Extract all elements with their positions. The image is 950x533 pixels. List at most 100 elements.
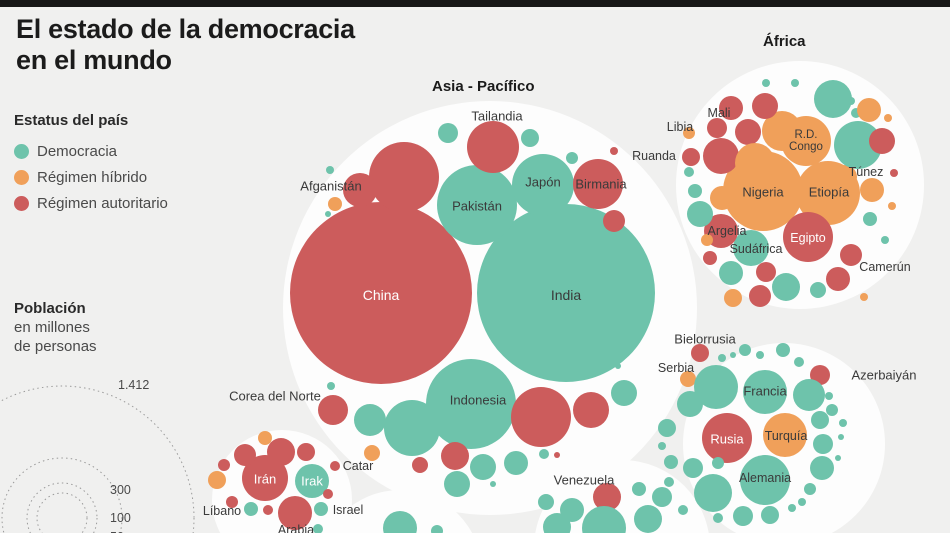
- bubble-corea-del-norte[interactable]: [318, 395, 348, 425]
- bubble-af-orange-5[interactable]: [724, 289, 742, 307]
- bubble-eu-tiny-7[interactable]: [838, 434, 844, 440]
- bubble-eu-tiny-4[interactable]: [794, 357, 804, 367]
- bubble-ap-tiny-2[interactable]: [325, 211, 331, 217]
- bubble-mo-red-5[interactable]: [226, 496, 238, 508]
- bubble-mo-orange-2[interactable]: [208, 471, 226, 489]
- bubble-af-tiny-8[interactable]: [881, 236, 889, 244]
- bubble-mo-red-6[interactable]: [263, 505, 273, 515]
- bubble-libano[interactable]: [244, 502, 258, 516]
- bubble-ap-small-4[interactable]: [603, 210, 625, 232]
- bubble-ap-tiny-3[interactable]: [610, 147, 618, 155]
- bubble-mo-teal-1[interactable]: [313, 524, 323, 533]
- bubble-af-orange-6[interactable]: [857, 98, 881, 122]
- bubble-af-red-8[interactable]: [719, 96, 743, 120]
- bubble-ap-small-6[interactable]: [573, 392, 609, 428]
- bubble-turquia[interactable]: [763, 413, 807, 457]
- bubble-af-orange-1[interactable]: [762, 111, 802, 151]
- bubble-ap-tiny-5[interactable]: [539, 449, 549, 459]
- bubble-eu-small-5[interactable]: [813, 434, 833, 454]
- bubble-af-orange-4[interactable]: [701, 234, 713, 246]
- bubble-eu-small-7[interactable]: [804, 483, 816, 495]
- bubble-tunez[interactable]: [833, 165, 857, 189]
- bubble-ap-small-2[interactable]: [521, 129, 539, 147]
- bubble-eu-tiny-11[interactable]: [664, 477, 674, 487]
- bubble-af-orange-2[interactable]: [735, 143, 775, 183]
- bubble-ap-orange-1[interactable]: [328, 197, 342, 211]
- bubble-ap-tiny-1[interactable]: [326, 166, 334, 174]
- bubble-pakistan[interactable]: [437, 165, 517, 245]
- bubble-af-teal-2[interactable]: [688, 184, 702, 198]
- bubble-francia[interactable]: [743, 370, 787, 414]
- bubble-eu-small-4[interactable]: [811, 411, 829, 429]
- bubble-af-tiny-2[interactable]: [791, 79, 799, 87]
- bubble-eu-small-1[interactable]: [739, 344, 751, 356]
- bubble-ap-small-11[interactable]: [504, 451, 528, 475]
- bubble-mo-red-4[interactable]: [297, 443, 315, 461]
- bubble-am-teal-4[interactable]: [543, 513, 571, 533]
- bubble-ap-small-8[interactable]: [412, 457, 428, 473]
- bubble-sudafrica[interactable]: [733, 230, 769, 266]
- bubble-eu-tiny-5[interactable]: [825, 392, 833, 400]
- bubble-ap-small-12[interactable]: [444, 471, 470, 497]
- bubble-eu-tiny-9[interactable]: [798, 498, 806, 506]
- bubble-eu-tiny-1[interactable]: [718, 354, 726, 362]
- bubble-serbia[interactable]: [680, 371, 696, 387]
- bubble-af-orange-7[interactable]: [860, 178, 884, 202]
- bubble-catar[interactable]: [330, 461, 340, 471]
- bubble-am-small-2[interactable]: [632, 482, 646, 496]
- bubble-irak[interactable]: [295, 464, 329, 498]
- bubble-egipto[interactable]: [783, 212, 833, 262]
- bubble-mo-orange-1[interactable]: [258, 431, 272, 445]
- bubble-eu-teal-1[interactable]: [694, 365, 738, 409]
- bubble-eu-tiny-2[interactable]: [730, 352, 736, 358]
- bubble-eu-small-10[interactable]: [664, 455, 678, 469]
- bubble-mo-red-1[interactable]: [234, 444, 256, 466]
- bubble-eu-tiny-8[interactable]: [835, 455, 841, 461]
- bubble-am-teal-1[interactable]: [560, 498, 584, 522]
- bubble-japon[interactable]: [512, 154, 574, 216]
- bubble-ap-small-5[interactable]: [354, 404, 386, 436]
- bubble-mo-red-7[interactable]: [323, 489, 333, 499]
- bubble-am-teal-2[interactable]: [582, 506, 626, 533]
- bubble-rusia[interactable]: [702, 413, 752, 463]
- bubble-indonesia[interactable]: [426, 359, 516, 449]
- bubble-af-red-1[interactable]: [735, 119, 761, 145]
- bubble-af-teal-8[interactable]: [834, 121, 882, 169]
- bubble-eu-small-9[interactable]: [658, 419, 676, 437]
- bubble-birmania[interactable]: [573, 159, 623, 209]
- bubble-eu-small-11[interactable]: [683, 458, 703, 478]
- bubble-ap-orange-2[interactable]: [364, 445, 380, 461]
- bubble-eu-tiny-10[interactable]: [658, 442, 666, 450]
- bubble-am-teal-3[interactable]: [634, 505, 662, 533]
- bubble-af-tiny-3[interactable]: [762, 79, 770, 87]
- bubble-af-tiny-9[interactable]: [860, 293, 868, 301]
- bubble-af-teal-1[interactable]: [687, 201, 713, 227]
- bubble-af-red-5[interactable]: [826, 267, 850, 291]
- bubble-libia[interactable]: [683, 127, 695, 139]
- bubble-ap-medium-1[interactable]: [384, 400, 440, 456]
- bubble-bielorrusia[interactable]: [691, 344, 709, 362]
- bubble-mali-big[interactable]: [703, 138, 739, 174]
- bubble-eu-tiny-14[interactable]: [712, 457, 724, 469]
- bubble-af-red-4[interactable]: [756, 262, 776, 282]
- bubble-af-teal-3[interactable]: [684, 167, 694, 177]
- bubble-eu-small-6[interactable]: [810, 456, 834, 480]
- bubble-ap-small-9[interactable]: [441, 442, 469, 470]
- bubble-af-red-6[interactable]: [869, 128, 895, 154]
- bubble-eu-small-13[interactable]: [761, 506, 779, 524]
- bubble-ap-small-1[interactable]: [438, 123, 458, 143]
- bubble-af-red-3[interactable]: [749, 285, 771, 307]
- bubble-mali[interactable]: [707, 118, 727, 138]
- bubble-mo-red-2[interactable]: [267, 438, 295, 466]
- bubble-an-teal-1[interactable]: [383, 511, 417, 533]
- bubble-eu-tiny-3[interactable]: [756, 351, 764, 359]
- bubble-ap-small-3[interactable]: [566, 152, 578, 164]
- bubble-an-tiny-1[interactable]: [431, 525, 443, 533]
- bubble-ap-small-10[interactable]: [470, 454, 496, 480]
- bubble-af-orange-3[interactable]: [710, 186, 734, 210]
- bubble-ap-medium-2[interactable]: [511, 387, 571, 447]
- bubble-af-teal-7[interactable]: [814, 80, 852, 118]
- bubble-eu-teal-3[interactable]: [694, 474, 732, 512]
- bubble-eu-teal-2[interactable]: [793, 379, 825, 411]
- bubble-mo-red-3[interactable]: [218, 459, 230, 471]
